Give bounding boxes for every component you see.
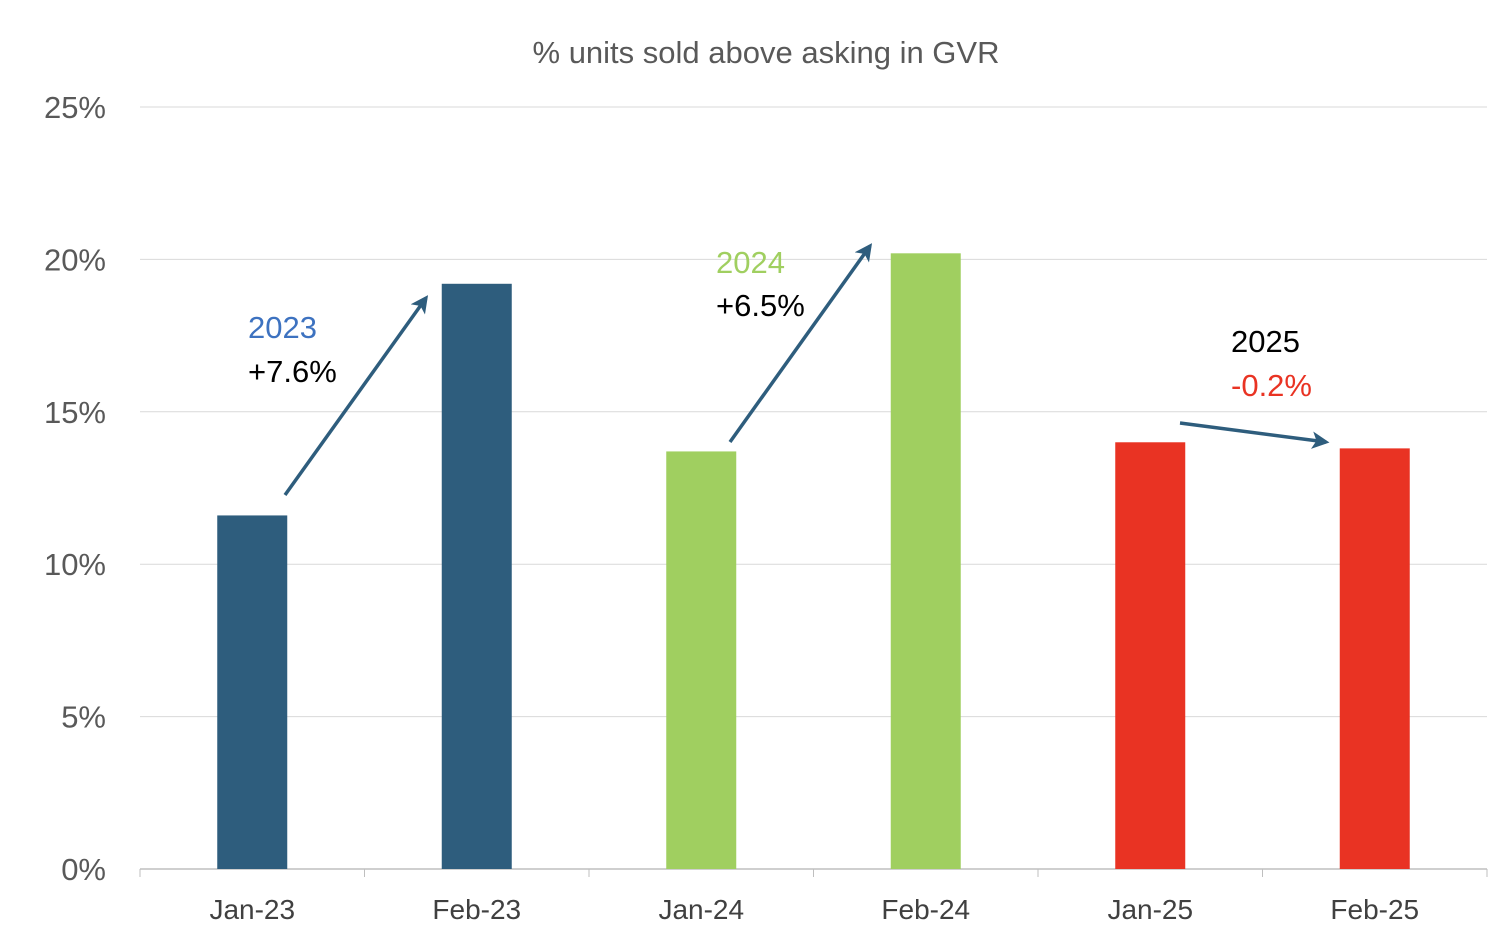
annotation-2024: 2024 +6.5%: [716, 243, 873, 444]
y-tick-label: 20%: [44, 242, 106, 277]
annotation-year: 2024: [716, 245, 785, 280]
bar-jan-25: [1115, 442, 1186, 869]
bar-feb-23: [441, 283, 512, 869]
x-tick-label: Jan-25: [1107, 894, 1193, 925]
y-tick-label: 0%: [61, 852, 106, 887]
gridlines: [140, 106, 1487, 870]
annotation-2023: 2023 +7.6%: [248, 295, 429, 497]
annotation-change: -0.2%: [1231, 368, 1312, 403]
bars: [217, 253, 1410, 869]
chart-title: % units sold above asking in GVR: [533, 35, 1000, 70]
x-axis: Jan-23 Feb-23 Jan-24 Feb-24 Jan-25 Feb-25: [139, 869, 1488, 925]
y-tick-label: 10%: [44, 547, 106, 582]
annotation-change: +6.5%: [716, 288, 805, 323]
annotation-2025: 2025 -0.2%: [1179, 324, 1330, 449]
x-tick-label: Feb-25: [1330, 894, 1419, 925]
bar-feb-25: [1339, 448, 1410, 869]
trend-arrow: [728, 243, 873, 444]
annotation-year: 2023: [248, 310, 317, 345]
bar-jan-24: [666, 451, 737, 869]
annotation-year: 2025: [1231, 324, 1300, 359]
y-tick-label: 25%: [44, 90, 106, 125]
trend-arrow: [1179, 421, 1330, 449]
annotations: 2023 +7.6% 2024 +6.5% 2025 -0.2%: [248, 243, 1330, 497]
x-tick-label: Feb-23: [432, 894, 521, 925]
bar-jan-23: [217, 515, 288, 869]
x-tick-label: Feb-24: [881, 894, 970, 925]
annotation-change: +7.6%: [248, 354, 337, 389]
y-axis: 0% 5% 10% 15% 20% 25%: [44, 90, 106, 887]
x-tick-label: Jan-24: [658, 894, 744, 925]
y-tick-label: 5%: [61, 700, 106, 735]
bar-feb-24: [890, 253, 961, 869]
x-tick-label: Jan-23: [209, 894, 295, 925]
y-tick-label: 15%: [44, 395, 106, 430]
trend-arrow: [283, 295, 429, 497]
